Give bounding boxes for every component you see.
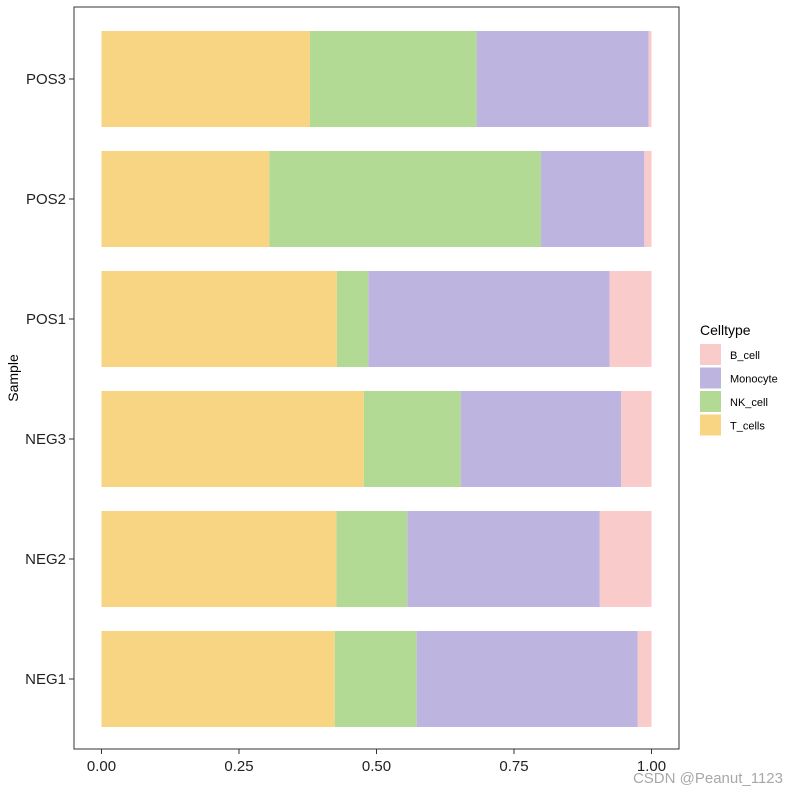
- x-tick-label: 1.00: [637, 758, 666, 775]
- y-tick-label: POS1: [26, 311, 66, 328]
- x-axis: 0.00 0.25 0.50 0.75 1.00: [87, 749, 666, 775]
- bar-pos1-b-cell: [609, 271, 652, 367]
- legend-label: Monocyte: [730, 374, 778, 386]
- y-tick-label: POS3: [26, 71, 66, 88]
- legend-label: T_cells: [730, 421, 765, 433]
- x-tick-label: 0.50: [362, 758, 391, 775]
- bar-neg3-t-cells: [101, 391, 364, 487]
- bar-neg2-b-cell: [599, 511, 652, 607]
- bar-pos1-t-cells: [101, 271, 337, 367]
- legend-label: NK_cell: [730, 397, 768, 409]
- bar-neg3-nk-cell: [363, 391, 461, 487]
- legend-swatch-b-cell: [700, 344, 721, 365]
- bar-neg1-nk-cell: [334, 631, 417, 727]
- y-axis: NEG1 NEG2 NEG3 POS1 POS2 POS3: [25, 71, 74, 688]
- x-tick-label: 0.25: [224, 758, 253, 775]
- bar-pos2-b-cell: [644, 151, 652, 247]
- bar-pos3-nk-cell: [309, 31, 477, 127]
- x-tick-label: 0.00: [87, 758, 116, 775]
- legend: Celltype B_cell Monocyte NK_cell T_cells: [700, 322, 778, 436]
- legend-swatch-monocyte: [700, 367, 721, 389]
- bar-neg1-t-cells: [101, 631, 335, 727]
- y-tick-label: NEG3: [25, 431, 66, 448]
- legend-label: B_cell: [730, 350, 760, 362]
- bar-pos3-b-cell: [648, 31, 652, 127]
- bar-pos3-t-cells: [101, 31, 310, 127]
- bar-neg2-nk-cell: [336, 511, 408, 607]
- y-axis-title: Sample: [5, 354, 21, 402]
- y-tick-label: NEG2: [25, 551, 66, 568]
- y-tick-label: POS2: [26, 191, 66, 208]
- legend-swatch-t-cells: [700, 414, 721, 436]
- watermark-text: CSDN @Peanut_1123: [632, 770, 783, 787]
- bar-neg2-monocyte: [407, 511, 600, 607]
- bar-neg1-monocyte: [416, 631, 638, 727]
- bar-pos1-nk-cell: [336, 271, 369, 367]
- bar-pos2-monocyte: [540, 151, 645, 247]
- bar-pos1-monocyte: [368, 271, 610, 367]
- bar-pos2-t-cells: [101, 151, 270, 247]
- legend-title: Celltype: [700, 322, 751, 338]
- y-tick-label: NEG1: [25, 671, 66, 688]
- bar-pos3-monocyte: [476, 31, 649, 127]
- bar-neg3-monocyte: [460, 391, 622, 487]
- bars-group: [101, 31, 652, 727]
- bar-pos2-nk-cell: [269, 151, 541, 247]
- bar-neg3-b-cell: [621, 391, 652, 487]
- legend-swatch-nk-cell: [700, 391, 721, 412]
- x-tick-label: 0.75: [499, 758, 528, 775]
- bar-neg1-b-cell: [637, 631, 652, 727]
- bar-neg2-t-cells: [101, 511, 337, 607]
